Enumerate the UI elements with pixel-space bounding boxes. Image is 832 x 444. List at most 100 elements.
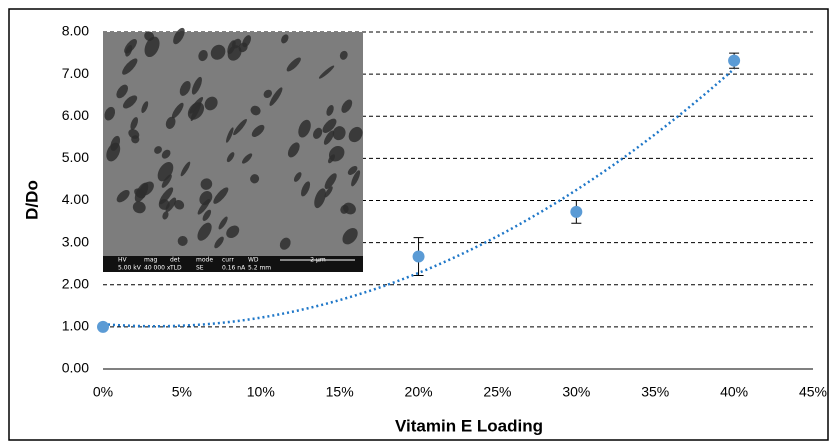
inset-info-label: WD	[248, 257, 259, 264]
inset-pore	[144, 36, 160, 58]
inset-info-value: SE	[196, 265, 204, 272]
inset-pore	[226, 225, 240, 239]
x-tick-label: 30%	[562, 384, 590, 400]
x-tick-label: 45%	[799, 384, 827, 400]
inset-pore	[171, 102, 184, 119]
inset-pore	[134, 182, 149, 203]
inset-pore	[144, 31, 155, 41]
inset-pore	[214, 236, 224, 249]
inset-pore	[202, 209, 212, 221]
x-tick-label: 0%	[93, 384, 113, 400]
y-tick-label: 7.00	[62, 65, 89, 81]
inset-pore	[161, 174, 172, 188]
data-point	[570, 205, 583, 218]
inset-pore	[327, 154, 336, 164]
inset-pore	[154, 146, 162, 154]
inset-pore	[287, 142, 300, 158]
inset-pore	[204, 96, 218, 111]
inset-pore	[125, 44, 133, 57]
inset-pore	[250, 174, 260, 184]
inset-pore	[210, 44, 226, 60]
inset-pore	[162, 211, 169, 220]
inset-pore	[130, 117, 138, 130]
trendline	[102, 67, 735, 328]
inset-pore	[343, 202, 356, 215]
inset-pore	[324, 186, 333, 198]
x-axis-title: Vitamin E Loading	[395, 416, 543, 435]
inset-pore	[322, 118, 337, 133]
y-tick-label: 5.00	[62, 149, 89, 165]
inset-pore	[226, 127, 234, 143]
inset-pore	[157, 161, 174, 182]
inset-pore	[191, 76, 202, 95]
x-tick-label: 20%	[405, 384, 433, 400]
inset-pore	[165, 197, 177, 212]
inset-pore	[238, 42, 248, 53]
inset-pore	[177, 235, 188, 246]
y-tick-label: 6.00	[62, 107, 89, 123]
inset-pore	[132, 201, 146, 214]
inset-info-value: 40 000 x	[144, 265, 171, 272]
inset-info-label: curr	[222, 257, 234, 264]
inset-pore	[197, 222, 212, 241]
x-tick-label: 15%	[326, 384, 354, 400]
inset-pore	[341, 99, 353, 113]
inset-info-label: mode	[196, 257, 213, 264]
inset-pore	[293, 172, 302, 182]
inset-scale-label: 2 µm	[310, 257, 326, 264]
y-tick-label: 8.00	[62, 23, 89, 39]
inset-pore	[122, 58, 138, 75]
inset-pore	[250, 105, 261, 116]
inset-info-value: 5.2 mm	[248, 265, 271, 272]
inset-pore	[226, 152, 235, 163]
inset-pore	[263, 89, 272, 99]
x-tick-label: 40%	[720, 384, 748, 400]
inset-pore	[213, 187, 229, 204]
x-tick-label: 35%	[641, 384, 669, 400]
inset-pore	[301, 181, 311, 197]
inset-pore	[179, 80, 191, 96]
inset-pore	[348, 126, 363, 143]
inset-pore	[269, 87, 283, 106]
inset-pore	[116, 84, 128, 99]
inset-pore	[281, 34, 289, 44]
inset-pore	[242, 153, 253, 164]
inset-pore	[128, 129, 140, 139]
inset-pore	[232, 38, 242, 49]
inset-info-value: TLD	[169, 265, 182, 272]
inset-info-label: det	[170, 257, 181, 264]
y-tick-label: 4.00	[62, 191, 89, 207]
inset-pore	[161, 149, 171, 159]
inset-pore	[324, 173, 337, 190]
inset-pore	[200, 178, 213, 190]
inset-pore	[158, 199, 170, 210]
inset-pore	[198, 49, 208, 62]
inset-info-value: 5.00 kV	[118, 265, 142, 272]
inset-pore	[218, 216, 228, 230]
inset-pore	[332, 126, 346, 141]
inset-info-value: 0.16 nA	[222, 265, 246, 272]
inset-pore	[187, 102, 205, 120]
inset-pore	[339, 50, 348, 60]
inset-pore	[279, 237, 291, 250]
inset-pore	[313, 127, 323, 139]
inset-pore	[180, 161, 191, 177]
y-tick-label: 3.00	[62, 233, 89, 249]
inset-pore	[298, 119, 311, 138]
data-point	[728, 54, 741, 67]
x-tick-label: 25%	[483, 384, 511, 400]
y-axis-title: D/Do	[22, 180, 41, 220]
y-tick-label: 0.00	[62, 360, 89, 376]
inset-pore	[351, 170, 361, 187]
inset-pore	[110, 135, 121, 151]
inset-pore	[233, 118, 247, 136]
inset-pore	[165, 116, 176, 129]
inset-pore	[174, 199, 185, 210]
inset-pore	[323, 130, 335, 145]
inset-pore	[197, 198, 211, 215]
data-point	[97, 320, 109, 333]
inset-pore	[122, 95, 138, 109]
inset-pore	[314, 188, 326, 209]
y-tick-label: 1.00	[62, 318, 89, 334]
data-point	[412, 250, 425, 263]
